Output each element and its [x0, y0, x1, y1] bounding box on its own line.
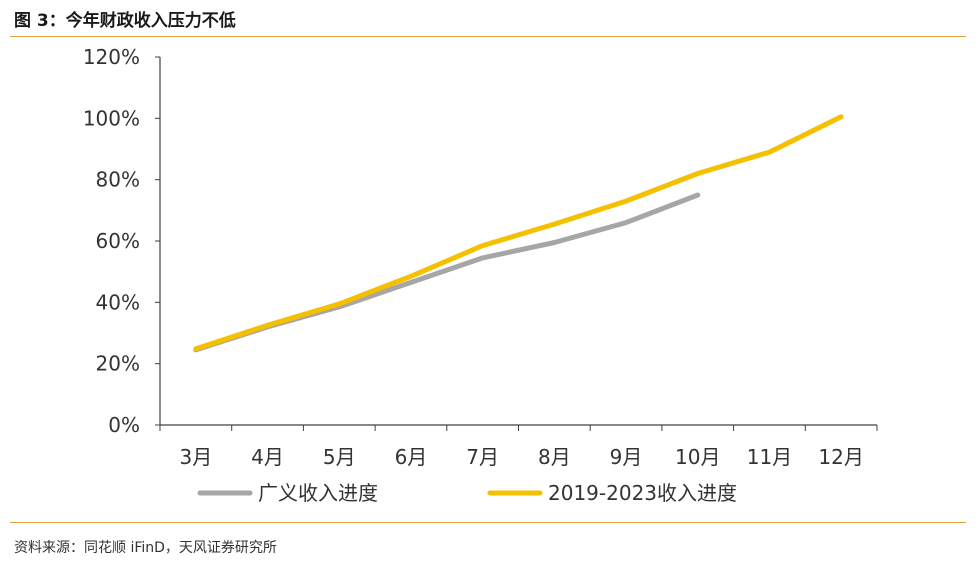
header-divider	[10, 36, 966, 37]
line-chart: 0% 20% 40% 60% 80% 100% 120% 3月 4月 5月 6月 7月 8月 9月 10月…	[83, 45, 878, 505]
series-lines	[193, 114, 844, 353]
x-tick-label: 7月	[466, 445, 499, 469]
y-tick-label: 40%	[96, 290, 140, 314]
y-tick-label: 120%	[83, 45, 140, 69]
series-line-2	[193, 114, 844, 352]
x-tick-label: 10月	[675, 445, 720, 469]
x-tick-label: 5月	[323, 445, 356, 469]
legend-label-2: 2019-2023收入进度	[548, 481, 737, 505]
legend: 广义收入进度 2019-2023收入进度	[197, 481, 737, 505]
y-axis: 0% 20% 40% 60% 80% 100% 120%	[83, 45, 161, 437]
x-tick-label: 4月	[251, 445, 284, 469]
legend-label-1: 广义收入进度	[258, 481, 378, 505]
y-tick-label: 0%	[108, 413, 140, 437]
y-tick-label: 60%	[96, 229, 140, 253]
x-axis: 3月 4月 5月 6月 7月 8月 9月 10月 11月 12月	[159, 424, 878, 469]
x-tick-label: 11月	[747, 445, 792, 469]
x-tick-label: 12月	[818, 445, 863, 469]
source-note: 资料来源：同花顺 iFinD，天风证券研究所	[14, 540, 277, 556]
chart-title: 图 3：今年财政收入压力不低	[14, 11, 236, 31]
x-tick-label: 9月	[610, 445, 643, 469]
x-tick-label: 6月	[395, 445, 428, 469]
x-tick-label: 3月	[179, 445, 212, 469]
y-tick-label: 80%	[96, 168, 140, 192]
x-tick-label: 8月	[538, 445, 571, 469]
y-tick-label: 20%	[96, 352, 140, 376]
footer-divider	[10, 522, 966, 523]
y-tick-label: 100%	[83, 106, 140, 130]
